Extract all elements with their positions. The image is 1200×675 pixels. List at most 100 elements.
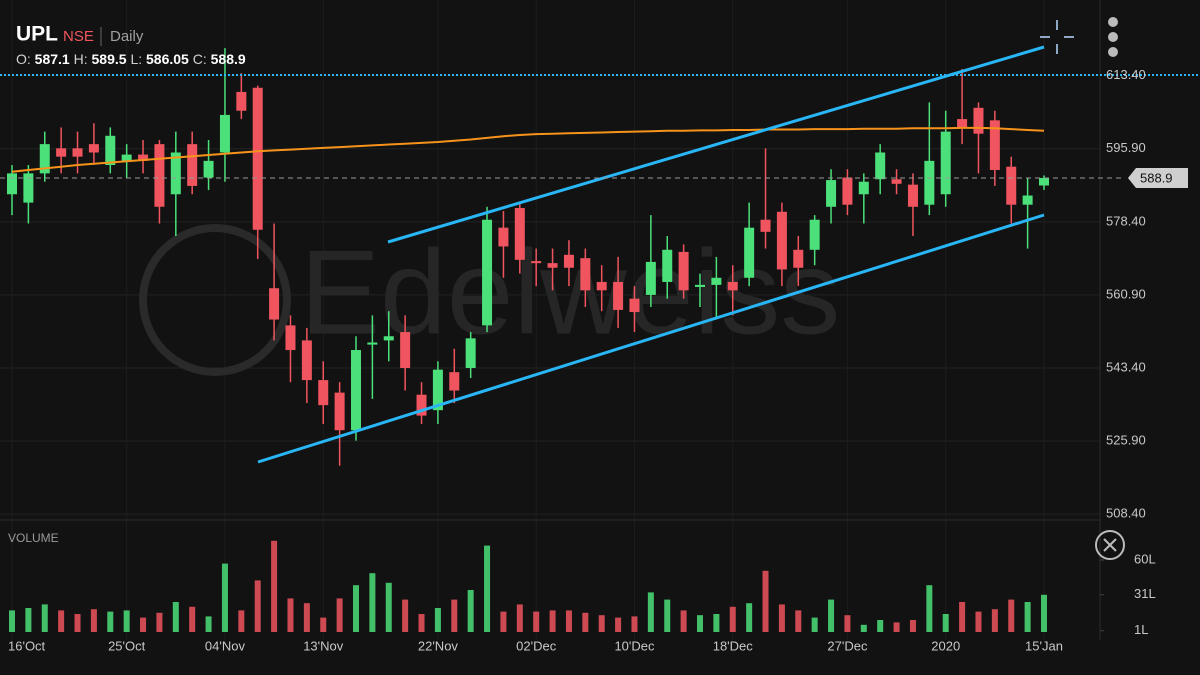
volume-bar [647, 592, 654, 632]
candle-body [88, 144, 99, 153]
candle-body [940, 131, 951, 195]
y-tick-label: 595.90 [1106, 140, 1146, 155]
candle-body [809, 219, 820, 250]
x-tick-label: 16'Oct [8, 638, 46, 653]
y-tick-label: 560.90 [1106, 286, 1146, 301]
volume-bar [74, 614, 81, 632]
candle-body [56, 148, 67, 157]
volume-bar [582, 612, 589, 632]
candle-body [678, 251, 689, 291]
candle-body [1039, 177, 1049, 186]
ohlc-readout: O: 587.1 H: 589.5 L: 586.05 C: 588.9 [16, 51, 246, 67]
volume-bar [762, 570, 769, 632]
volume-bar [58, 610, 65, 632]
volume-bar [320, 617, 327, 632]
candle-body [645, 261, 656, 295]
candle-body [269, 288, 280, 320]
candle-body [482, 219, 493, 326]
volume-bar [598, 615, 605, 632]
candle-body [907, 184, 918, 207]
candle-body [252, 87, 263, 230]
candle-body [105, 135, 116, 166]
volume-bar [877, 620, 884, 632]
candle-body [875, 152, 886, 180]
volume-bar [484, 545, 491, 632]
y-tick-label: 578.40 [1106, 213, 1146, 228]
watermark-logo [139, 224, 291, 376]
candle-body [596, 281, 607, 291]
volume-bar [451, 599, 458, 632]
candle-body [744, 227, 755, 278]
candle-body [826, 180, 837, 207]
title: UPL [16, 23, 58, 46]
ohlc-label: H: [74, 51, 88, 67]
candle-body [1006, 166, 1017, 205]
volume-bar [205, 616, 212, 632]
volume-bar [746, 603, 753, 632]
candle-body [187, 144, 198, 186]
plot-area [7, 48, 1049, 632]
volume-label: VOLUME [8, 531, 59, 545]
ohlc-value: 587.1 [35, 51, 70, 67]
volume-bar [926, 585, 933, 632]
volume-tick-label: 60L [1134, 551, 1156, 566]
candle-body [367, 342, 378, 345]
ohlc-value: 589.5 [92, 51, 127, 67]
x-tick-label: 25'Oct [108, 638, 146, 653]
x-tick-label: 27'Dec [827, 638, 868, 653]
volume-bar [828, 599, 835, 632]
volume-bar [156, 612, 163, 632]
last-price-label: 588.9 [1140, 170, 1173, 185]
candle-body [989, 120, 1000, 171]
ohlc-label: O: [16, 51, 31, 67]
volume-bar [533, 611, 540, 632]
volume-bar [271, 540, 278, 632]
candle-body [760, 219, 771, 232]
volume-bar [353, 585, 359, 632]
candle-body [695, 284, 705, 287]
candle-body [498, 227, 509, 247]
interval: Daily [110, 28, 144, 45]
trend-line [387, 45, 1045, 244]
volume-bar [844, 615, 851, 632]
volume-bar [1008, 599, 1015, 632]
volume-bar [631, 616, 638, 632]
candle-body [1022, 195, 1033, 205]
candle-body [72, 148, 83, 157]
candle-body [531, 261, 542, 264]
volume-bar [303, 603, 310, 632]
volume-bar [516, 604, 523, 632]
candle-body [154, 144, 165, 207]
volume-bar [909, 620, 916, 632]
candle-body [957, 119, 968, 129]
volume-bar [729, 606, 736, 632]
volume-bar [795, 610, 802, 632]
volume-bar [549, 610, 556, 632]
ohlc-value: 588.9 [211, 51, 246, 67]
candle-body [711, 277, 722, 285]
x-tick-label: 10'Dec [614, 638, 655, 653]
volume-bar [1024, 602, 1031, 632]
volume-bar [1041, 594, 1047, 632]
volume-bar [238, 610, 245, 632]
volume-bar [25, 608, 32, 632]
volume-bar [467, 590, 474, 632]
y-tick-label: 508.40 [1106, 506, 1146, 521]
candle-body [793, 249, 804, 268]
volume-bar [500, 611, 507, 632]
x-tick-label: 2020 [931, 638, 960, 653]
volume-bar [565, 610, 572, 632]
volume-bar [254, 580, 261, 632]
menu-icon[interactable] [1108, 17, 1118, 57]
x-tick-label: 15'Jan [1025, 638, 1063, 653]
volume-bar [221, 563, 228, 632]
candle-body [138, 154, 149, 161]
volume-bar [615, 617, 622, 632]
candle-body [924, 160, 935, 205]
volume-bar [811, 617, 818, 632]
candle-body [400, 332, 411, 368]
crosshair-icon[interactable] [1040, 20, 1074, 54]
close-icon[interactable] [1095, 530, 1125, 560]
ohlc-label: C: [193, 51, 207, 67]
